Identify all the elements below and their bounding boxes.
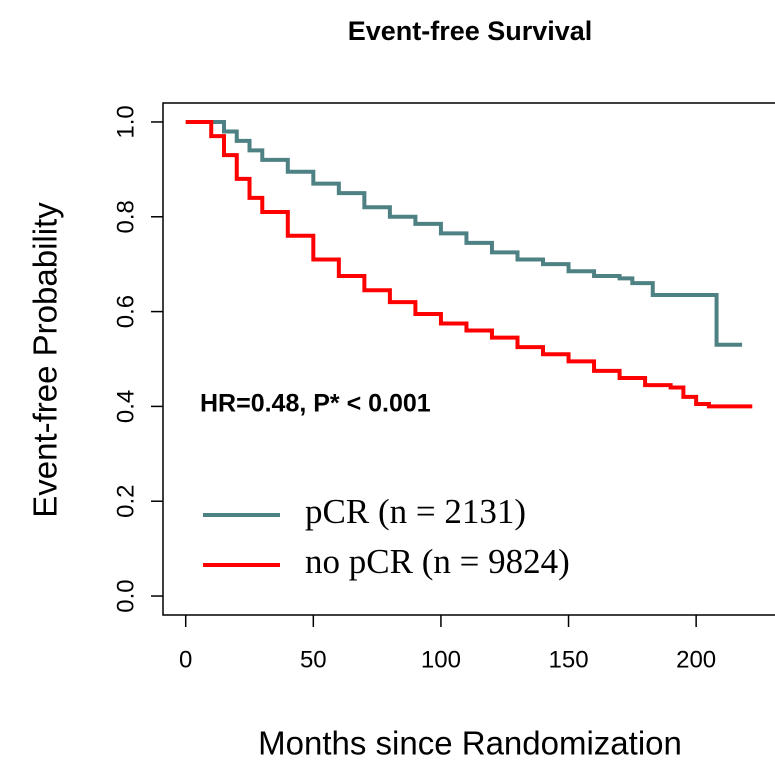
x-tick-label: 200 [676,646,716,673]
y-axis-label: Event-free Probability [27,202,64,518]
x-tick-label: 50 [300,646,327,673]
legend-label: pCR (n = 2131) [305,492,526,531]
annotation: HR=0.48, P* < 0.001 [200,390,431,418]
survival-curve [185,119,753,409]
chart-title: Event-free Survival [348,16,593,46]
x-tick-label: 150 [549,646,589,673]
legend-label: no pCR (n = 9824) [305,542,570,581]
plot-frame [162,102,775,616]
y-tick-label: 0.0 [112,579,139,612]
survival-curve [185,119,743,347]
y-tick-label: 0.8 [112,200,139,233]
y-tick-label: 0.4 [112,390,139,423]
x-tick-label: 0 [179,646,192,673]
y-tick-label: 0.2 [112,485,139,518]
y-tick-label: 0.6 [112,295,139,328]
x-tick-label: 100 [421,646,461,673]
y-tick-label: 1.0 [112,105,139,138]
x-axis-label: Months since Randomization [258,725,682,762]
